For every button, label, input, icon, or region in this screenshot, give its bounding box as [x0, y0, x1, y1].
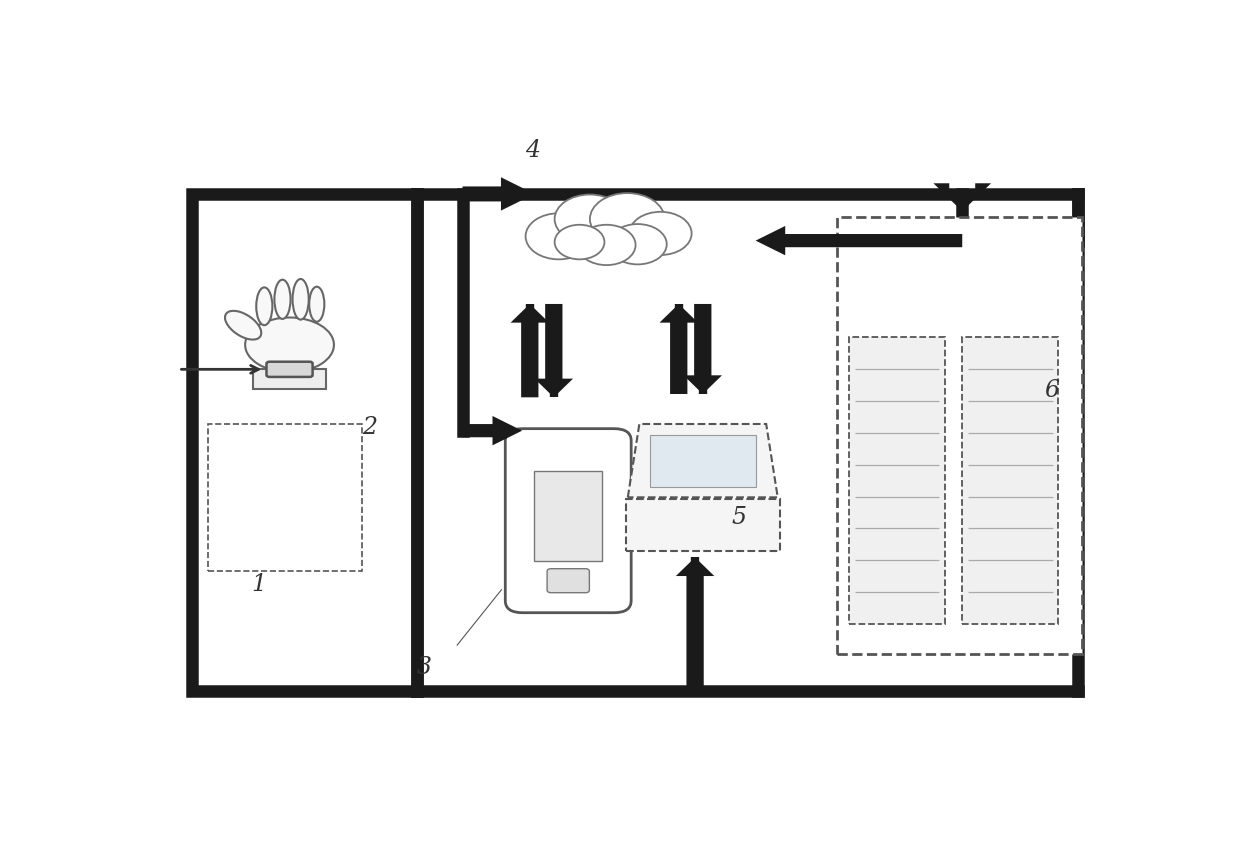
- Polygon shape: [755, 226, 962, 255]
- Polygon shape: [683, 304, 722, 394]
- Ellipse shape: [246, 318, 334, 372]
- FancyBboxPatch shape: [267, 362, 312, 377]
- Text: 3: 3: [417, 656, 432, 679]
- FancyBboxPatch shape: [626, 499, 780, 551]
- Polygon shape: [463, 416, 522, 445]
- Polygon shape: [627, 424, 777, 497]
- FancyBboxPatch shape: [253, 369, 326, 389]
- Text: 5: 5: [732, 506, 746, 529]
- FancyBboxPatch shape: [191, 194, 418, 691]
- Polygon shape: [534, 304, 573, 397]
- FancyBboxPatch shape: [650, 436, 755, 488]
- Polygon shape: [934, 184, 991, 211]
- Circle shape: [526, 213, 591, 259]
- FancyBboxPatch shape: [837, 217, 1083, 654]
- FancyBboxPatch shape: [505, 429, 631, 613]
- Ellipse shape: [293, 279, 309, 320]
- Ellipse shape: [309, 287, 325, 321]
- Circle shape: [630, 212, 692, 255]
- Ellipse shape: [224, 311, 262, 339]
- FancyBboxPatch shape: [547, 569, 589, 592]
- Polygon shape: [463, 178, 534, 210]
- FancyBboxPatch shape: [534, 471, 603, 560]
- Circle shape: [554, 195, 625, 243]
- Polygon shape: [660, 304, 698, 394]
- Circle shape: [578, 225, 636, 265]
- Circle shape: [590, 193, 665, 245]
- Text: 6: 6: [1044, 379, 1059, 403]
- Circle shape: [609, 224, 667, 264]
- Polygon shape: [676, 558, 714, 691]
- Text: 2: 2: [362, 416, 377, 439]
- FancyBboxPatch shape: [849, 338, 945, 624]
- FancyBboxPatch shape: [962, 338, 1058, 624]
- Circle shape: [554, 225, 604, 259]
- Text: 4: 4: [525, 139, 539, 162]
- Ellipse shape: [257, 288, 273, 326]
- Text: 1: 1: [250, 572, 267, 596]
- Polygon shape: [511, 304, 549, 397]
- Ellipse shape: [274, 280, 290, 319]
